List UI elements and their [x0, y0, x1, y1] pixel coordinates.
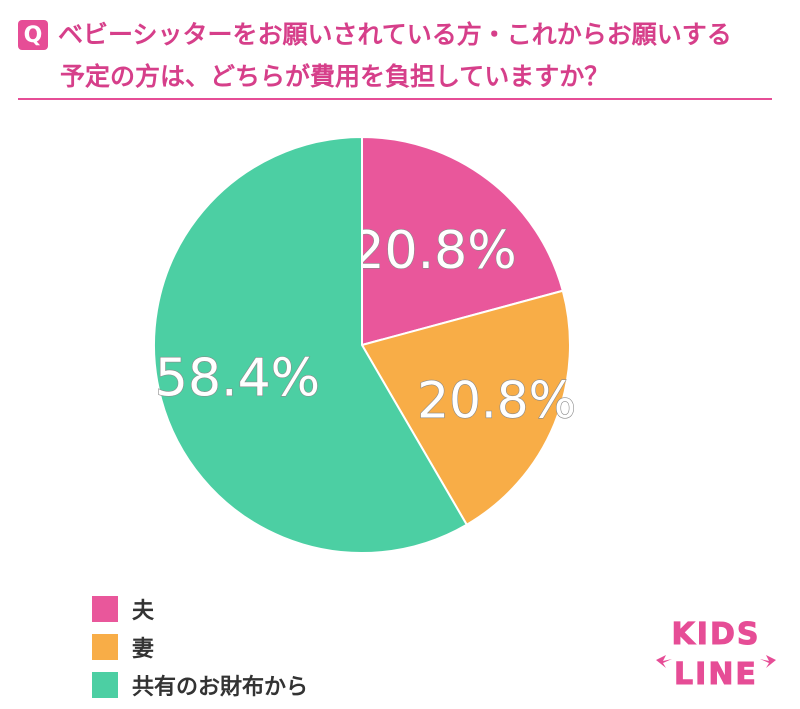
legend-swatch [92, 596, 118, 622]
slice-label-shared: 58.4% [155, 349, 320, 409]
kidsline-logo: KIDS LINE [656, 617, 776, 693]
legend-swatch [92, 672, 118, 698]
slice-label-husband: 20.8% [351, 221, 516, 281]
header-divider [18, 98, 772, 100]
pie-slice-wife [360, 289, 571, 527]
pie-slice-shared [153, 135, 469, 554]
legend-item-wife: 妻 [92, 628, 308, 666]
slice-label-wife: 20.8% [417, 371, 576, 429]
legend: 夫 妻 共有のお財布から [92, 590, 308, 704]
legend-item-shared: 共有のお財布から [92, 666, 308, 704]
question-line-1: ベビーシッターをお願いされている方・これからお願いする [58, 20, 732, 49]
legend-label: 夫 [132, 599, 155, 624]
logo-line-1: KIDS [672, 617, 761, 652]
question-line-2: 予定の方は、どちらが費用を負担していますか？ [60, 62, 610, 91]
question-title: ベビーシッターをお願いされている方・これからお願いする 予定の方は、どちらが費用… [58, 14, 778, 98]
question-badge: Q [18, 20, 48, 50]
logo-line-2: LINE [674, 657, 758, 692]
legend-label: 共有のお財布から [132, 675, 309, 700]
pie-slice-husband [361, 135, 565, 347]
legend-swatch [92, 634, 118, 660]
logo-ribbon-left-icon [656, 655, 672, 668]
legend-label: 妻 [132, 637, 155, 662]
logo-ribbon-right-icon [760, 655, 776, 668]
legend-item-husband: 夫 [92, 590, 308, 628]
